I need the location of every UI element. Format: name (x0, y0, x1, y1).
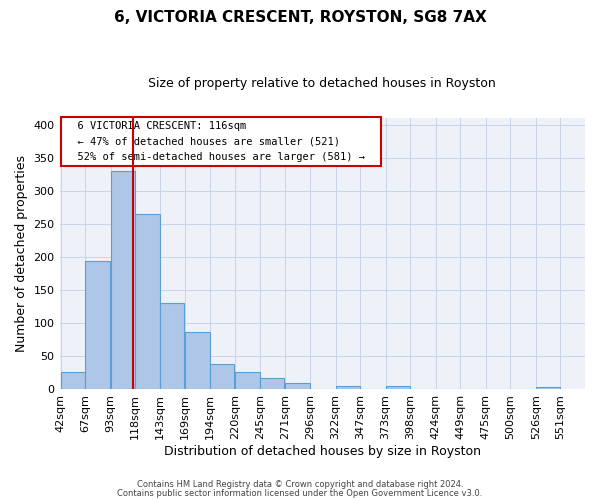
Bar (536, 387, 560, 389)
Bar (135, 214, 160, 389)
Bar (210, 364, 235, 389)
Bar (335, 386, 360, 389)
Text: 6 VICTORIA CRESCENT: 116sqm
  ← 47% of detached houses are smaller (521)
  52% o: 6 VICTORIA CRESCENT: 116sqm ← 47% of det… (65, 121, 377, 162)
Bar (260, 378, 284, 389)
Title: Size of property relative to detached houses in Royston: Size of property relative to detached ho… (148, 78, 496, 90)
Bar (235, 372, 260, 389)
X-axis label: Distribution of detached houses by size in Royston: Distribution of detached houses by size … (164, 444, 481, 458)
Y-axis label: Number of detached properties: Number of detached properties (15, 155, 28, 352)
Bar (110, 171, 135, 389)
Text: Contains HM Land Registry data © Crown copyright and database right 2024.: Contains HM Land Registry data © Crown c… (137, 480, 463, 489)
Bar (160, 303, 184, 389)
Bar (61, 372, 85, 389)
Bar (185, 332, 210, 389)
Text: Contains public sector information licensed under the Open Government Licence v3: Contains public sector information licen… (118, 488, 482, 498)
Bar (386, 386, 410, 389)
Bar (85, 262, 110, 389)
Bar (286, 383, 310, 389)
Text: 6, VICTORIA CRESCENT, ROYSTON, SG8 7AX: 6, VICTORIA CRESCENT, ROYSTON, SG8 7AX (113, 10, 487, 25)
